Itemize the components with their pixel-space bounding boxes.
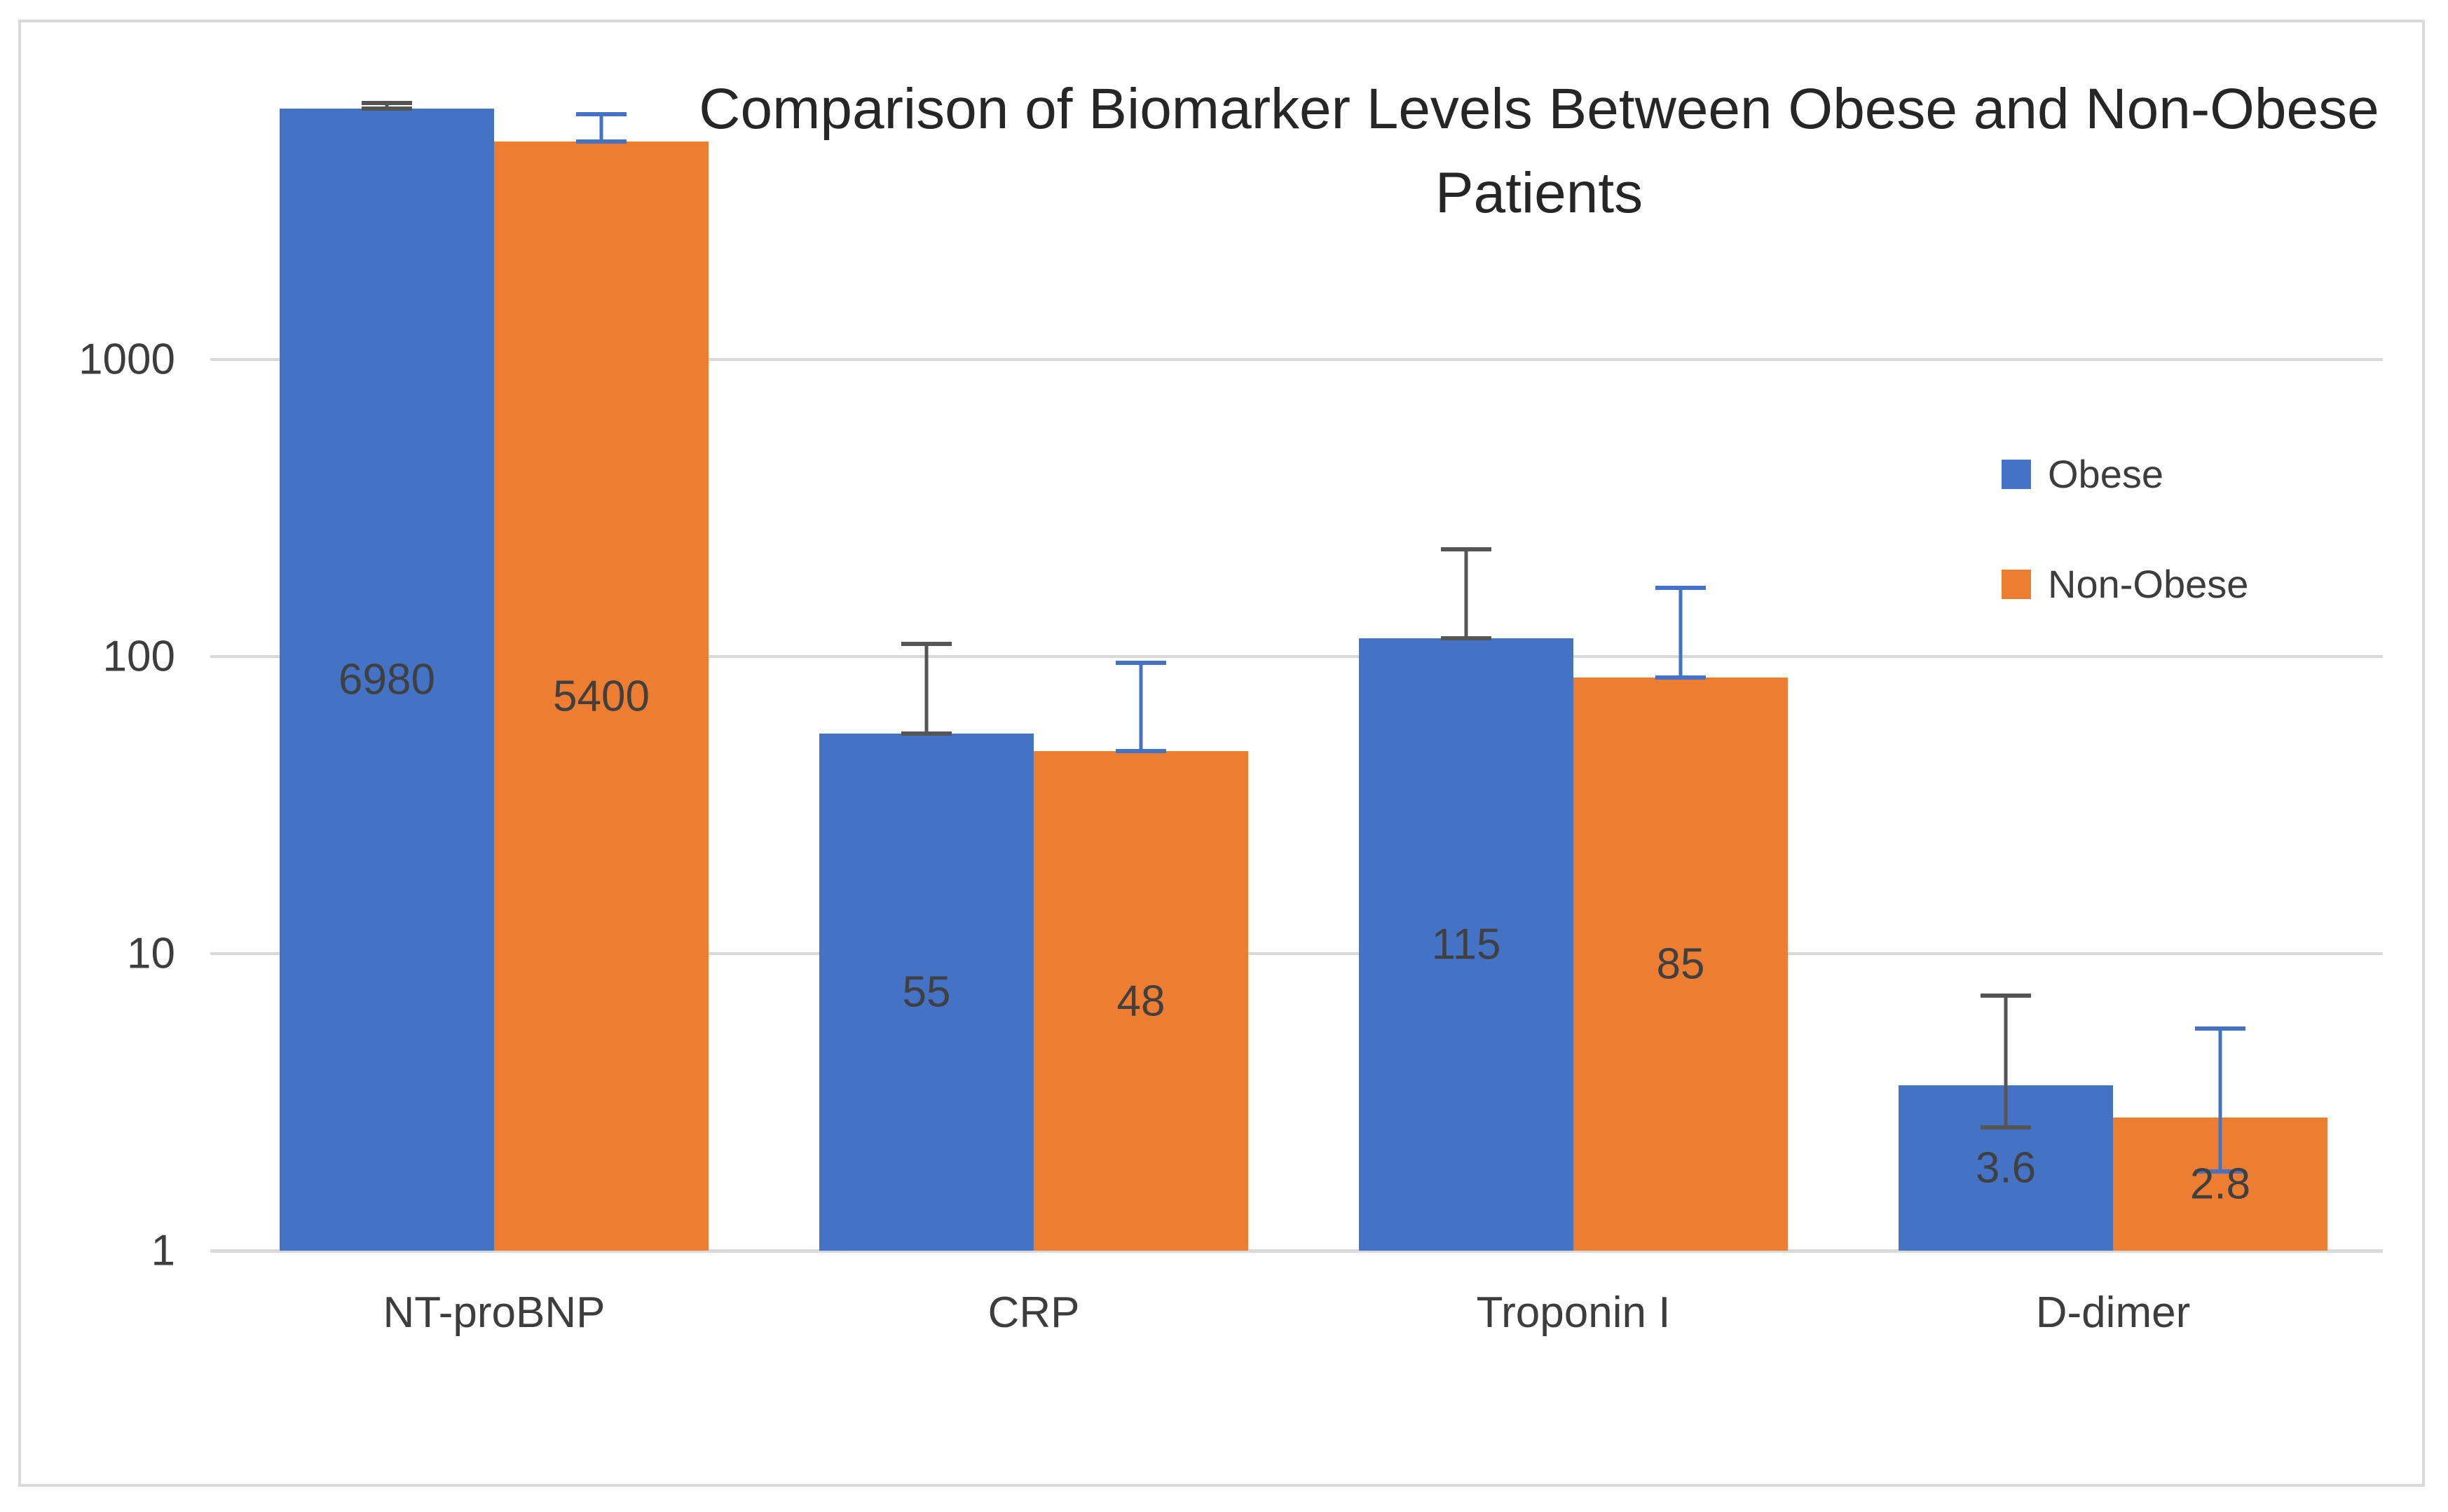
data-label-obese-troponin-i: 115 xyxy=(1431,920,1501,969)
gridline-10 xyxy=(210,952,2383,955)
error-cap-top-non-obese-crp xyxy=(1116,661,1166,666)
gridline-100 xyxy=(210,655,2383,658)
data-label-non-obese-troponin-i: 85 xyxy=(1656,940,1705,989)
bar-obese-nt-probnp xyxy=(280,109,494,1251)
error-cap-bottom-obese-d-dimer xyxy=(1981,1125,2031,1130)
y-tick-label-10: 10 xyxy=(127,929,175,978)
legend-item-obese: Obese xyxy=(2002,451,2248,497)
category-label-crp: CRP xyxy=(987,1288,1080,1337)
error-cap-bottom-obese-crp xyxy=(901,731,952,736)
error-whisker-non-obese-troponin-i xyxy=(1678,588,1683,678)
error-cap-bottom-obese-nt-probnp xyxy=(362,106,412,111)
error-cap-top-non-obese-d-dimer xyxy=(2195,1026,2245,1031)
bar-obese-troponin-i xyxy=(1359,638,1573,1251)
data-label-non-obese-crp: 48 xyxy=(1116,977,1165,1026)
legend-label-obese: Obese xyxy=(2048,452,2163,496)
error-cap-top-non-obese-nt-probnp xyxy=(576,111,627,116)
bar-non-obese-troponin-i xyxy=(1573,677,1788,1251)
error-whisker-obese-nt-probnp xyxy=(385,102,389,109)
data-label-obese-crp: 55 xyxy=(902,968,951,1017)
bar-obese-crp xyxy=(819,734,1034,1251)
error-whisker-non-obese-crp xyxy=(1139,663,1143,752)
data-label-obese-nt-probnp: 6980 xyxy=(339,655,435,704)
error-cap-top-obese-d-dimer xyxy=(1981,994,2031,998)
error-cap-bottom-non-obese-nt-probnp xyxy=(576,139,627,144)
legend-item-non-obese: Non-Obese xyxy=(2002,561,2248,607)
error-whisker-obese-troponin-i xyxy=(1464,549,1468,639)
error-cap-bottom-obese-troponin-i xyxy=(1441,636,1491,641)
y-tick-label-1: 1 xyxy=(151,1226,175,1275)
error-cap-bottom-non-obese-troponin-i xyxy=(1655,675,1706,680)
error-whisker-non-obese-nt-probnp xyxy=(599,114,603,142)
data-label-non-obese-nt-probnp: 5400 xyxy=(553,672,650,721)
error-cap-top-non-obese-troponin-i xyxy=(1655,586,1706,591)
gridline-1000 xyxy=(210,358,2383,361)
error-whisker-obese-crp xyxy=(924,644,929,734)
error-cap-bottom-non-obese-crp xyxy=(1116,749,1166,754)
legend-swatch-obese xyxy=(2002,459,2031,489)
legend-label-non-obese: Non-Obese xyxy=(2048,562,2249,606)
x-axis-line xyxy=(210,1249,2383,1253)
error-cap-top-obese-crp xyxy=(901,642,952,647)
error-whisker-non-obese-d-dimer xyxy=(2218,1028,2222,1171)
legend: Obese Non-Obese xyxy=(2002,451,2248,607)
category-label-nt-probnp: NT-proBNP xyxy=(383,1288,606,1337)
y-tick-label-1000: 1000 xyxy=(78,335,175,384)
error-whisker-obese-d-dimer xyxy=(2004,996,2008,1128)
legend-swatch-non-obese xyxy=(2002,569,2031,599)
category-label-d-dimer: D-dimer xyxy=(2035,1288,2191,1337)
chart-title: Comparison of Biomarker Levels Between O… xyxy=(699,77,2379,225)
bar-non-obese-nt-probnp xyxy=(494,142,709,1251)
error-cap-top-obese-nt-probnp xyxy=(362,100,412,105)
bar-non-obese-crp xyxy=(1034,751,1248,1251)
error-cap-top-obese-troponin-i xyxy=(1441,547,1491,551)
data-label-obese-d-dimer: 3.6 xyxy=(1975,1143,2037,1193)
data-label-non-obese-d-dimer: 2.8 xyxy=(2189,1160,2251,1209)
error-cap-bottom-non-obese-d-dimer xyxy=(2195,1169,2245,1174)
category-label-troponin-i: Troponin I xyxy=(1476,1288,1671,1337)
y-tick-label-100: 100 xyxy=(102,632,175,681)
